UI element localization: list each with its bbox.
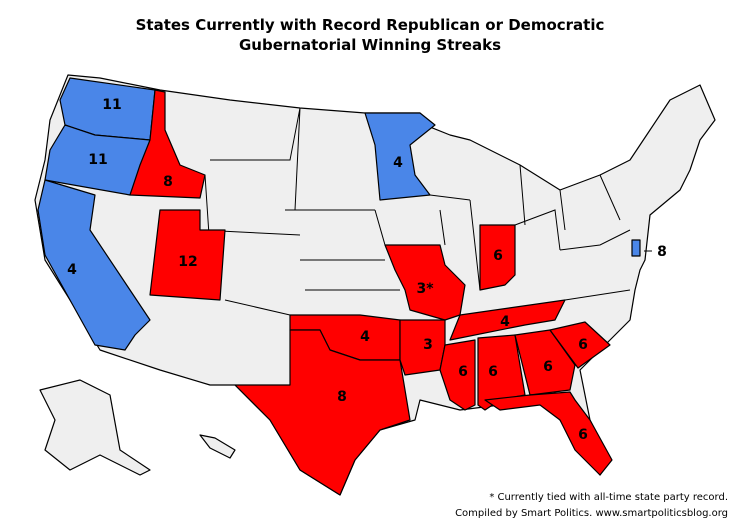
state-label: 3* bbox=[416, 281, 434, 297]
state bbox=[234, 329, 411, 496]
state-label: 8 bbox=[163, 174, 173, 190]
state-label: 11 bbox=[102, 97, 121, 113]
state-label: 4 bbox=[393, 155, 403, 171]
state-label: 6 bbox=[493, 248, 503, 264]
footnote: * Currently tied with all-time state par… bbox=[489, 492, 728, 503]
state bbox=[514, 329, 576, 396]
state-label: 4 bbox=[67, 262, 77, 278]
state bbox=[484, 391, 613, 476]
state-label: 3 bbox=[423, 337, 433, 353]
state-borders bbox=[199, 107, 631, 316]
title-line: Gubernatorial Winning Streaks bbox=[239, 36, 501, 54]
state-label: 6 bbox=[543, 359, 553, 375]
state-label: 11 bbox=[88, 152, 107, 168]
title-line: States Currently with Record Republican … bbox=[136, 16, 605, 34]
state bbox=[384, 244, 466, 321]
state-label: 6 bbox=[578, 337, 588, 353]
state-label: 8 bbox=[337, 389, 347, 405]
state bbox=[37, 179, 151, 351]
credit: Compiled by Smart Politics. www.smartpol… bbox=[455, 508, 728, 519]
state bbox=[129, 89, 206, 199]
state bbox=[449, 299, 566, 341]
state-label: 6 bbox=[578, 427, 588, 443]
state bbox=[549, 321, 611, 369]
state-label: 6 bbox=[458, 364, 468, 380]
state-label: 6 bbox=[488, 364, 498, 380]
state bbox=[439, 339, 476, 411]
state bbox=[149, 209, 226, 301]
state bbox=[479, 224, 516, 291]
state bbox=[364, 112, 436, 201]
state-label: 12 bbox=[178, 254, 197, 270]
state-label: 4 bbox=[500, 314, 510, 330]
state bbox=[631, 239, 641, 257]
hawaii bbox=[199, 434, 236, 459]
state-label: 8 bbox=[657, 244, 667, 260]
state-label: 4 bbox=[360, 329, 370, 345]
alaska bbox=[39, 379, 151, 476]
